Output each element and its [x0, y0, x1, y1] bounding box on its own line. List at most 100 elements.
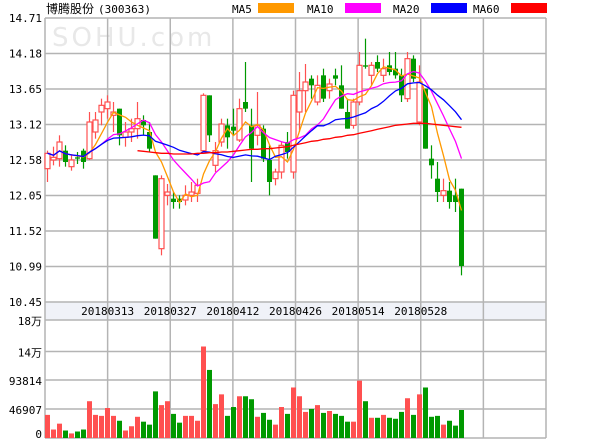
volume-bar [303, 411, 308, 438]
candle-body-down [345, 112, 350, 129]
volume-bar [333, 413, 338, 438]
candle-body-up [440, 190, 447, 196]
volume-bar [255, 416, 260, 438]
candle-body-up [104, 101, 111, 110]
candle-body-up [416, 81, 423, 123]
candle-body-down [423, 88, 428, 149]
legend-swatch-ma20 [431, 3, 467, 13]
candle-body-down [333, 75, 338, 79]
volume-bar [387, 417, 392, 438]
volume-bar [297, 396, 302, 438]
volume-bar [75, 431, 80, 438]
volume-bar [87, 401, 92, 438]
volume-bar [213, 404, 218, 438]
price-tick-label: 12.05 [9, 190, 42, 203]
ma-line-ma60 [137, 122, 462, 155]
legend-swatch-ma60 [511, 3, 547, 13]
candle-body-up [200, 94, 207, 152]
volume-bar [291, 387, 296, 438]
candle-body-down [141, 120, 146, 126]
volume-bar [147, 424, 152, 438]
date-tick-label: 20180514 [332, 305, 385, 318]
candle-body-up [254, 124, 261, 136]
candle-body-up [158, 178, 165, 250]
sohu-watermark: SOHU.com [52, 23, 215, 53]
candle-body-down [267, 160, 272, 182]
candle-body-up [404, 58, 411, 100]
price-tick-label: 13.65 [9, 83, 42, 96]
volume-bar [111, 415, 116, 438]
legend-label-ma20: MA20 [393, 3, 420, 16]
volume-bar [135, 416, 140, 438]
candle-body-up [92, 119, 99, 133]
volume-bar [321, 412, 326, 438]
volume-bar [417, 394, 422, 438]
legend-swatch-ma10 [345, 3, 381, 13]
candle-body-up [86, 121, 93, 160]
candle-body-down [147, 132, 152, 149]
volume-bar [165, 401, 170, 438]
candle-body-down [249, 125, 254, 149]
volume-bar [159, 405, 164, 438]
candle-body-up [236, 108, 243, 141]
volume-bar [225, 415, 230, 438]
date-tick-label: 20180327 [144, 305, 197, 318]
candle-body-up [290, 94, 297, 173]
volume-bar [411, 414, 416, 438]
legend: MA5 MA10 MA20 MA60 [232, 3, 547, 16]
price-tick-label: 10.45 [9, 296, 42, 309]
grid [44, 17, 547, 439]
candle-body-up [68, 159, 75, 168]
candle-body-down [117, 108, 122, 136]
price-tick-label: 10.99 [9, 261, 42, 274]
volume-bar [45, 414, 50, 438]
candle-body-down [225, 125, 230, 138]
candle-body-down [153, 175, 158, 239]
volume-bar [117, 420, 122, 438]
candle-body-down [399, 75, 404, 96]
volume-bar [171, 413, 176, 438]
volume-tick-label: 18万 [18, 315, 42, 328]
volume-bar [207, 369, 212, 438]
candle-body-down [435, 178, 440, 192]
volume-bar [219, 394, 224, 438]
volume-bar [195, 420, 200, 438]
volume-bar [123, 430, 128, 438]
volume-bar [183, 415, 188, 438]
volume-bar [261, 412, 266, 438]
candle-body-up [368, 64, 375, 76]
candle-body-down [321, 75, 326, 99]
candle-body-down [207, 95, 212, 136]
volume-bar [81, 429, 86, 438]
candle-body-up [164, 191, 171, 196]
volume-bar [57, 423, 62, 438]
candle-body-up [302, 81, 309, 92]
volume-bar [369, 417, 374, 438]
candle-body-up [128, 128, 135, 133]
legend-label-ma5: MA5 [232, 3, 252, 16]
candle-body-down [375, 62, 380, 69]
candle-body-up [50, 156, 57, 161]
volume-bar [201, 346, 206, 438]
volume-bar [231, 407, 236, 438]
ma-line-ma20 [47, 81, 463, 161]
volume-tick-label: 93814 [9, 375, 42, 388]
volume-bar [237, 396, 242, 438]
price-tick-label: 14.71 [9, 12, 42, 25]
volume-bar [69, 433, 74, 438]
legend-label-ma10: MA10 [307, 3, 334, 16]
volume-bar [273, 424, 278, 438]
volume-bar [363, 401, 368, 438]
volume-bar [249, 399, 254, 438]
axis-labels: 14.71 14.18 13.65 13.12 12.58 12.05 11.52 10.99… [9, 12, 447, 440]
volume-bar [309, 409, 314, 438]
candle-body-down [339, 85, 344, 109]
volume-bar [459, 409, 464, 438]
price-tick-label: 13.12 [9, 119, 42, 132]
candle-body-down [453, 195, 458, 202]
volume-bar [267, 419, 272, 438]
volume-bar [429, 416, 434, 438]
volume-bars [45, 346, 464, 438]
